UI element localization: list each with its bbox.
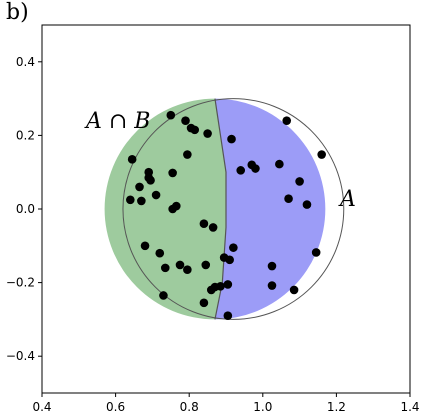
region-intersection [104,98,226,320]
y-tick-label: 0.4 [16,55,35,69]
data-point [137,196,146,206]
data-point [295,177,304,186]
panel-label: b) [6,0,29,25]
data-point [183,150,192,159]
data-point [208,223,218,232]
region-label-intersection: A ∩ B [84,109,150,134]
region-remainder [214,98,326,320]
data-point [225,255,234,265]
region-boundary [214,98,227,320]
data-point [183,265,192,275]
data-point [201,260,211,270]
y-tick-label: −0.2 [6,276,35,290]
data-point [229,243,238,252]
data-point [267,261,277,271]
region-label-a: A [338,187,356,212]
data-point [181,116,190,125]
data-point [166,110,176,120]
data-point [140,241,150,251]
data-point [159,291,168,300]
data-point [236,166,246,175]
data-point [302,200,312,209]
data-point [203,129,212,138]
data-point [206,285,216,295]
x-tick-label: 1.2 [327,400,346,414]
tick-layer: 0.4 0.6 0.8 1.0 1.2 1.4 0.4 0.2 0.0 −0.2 −0.4 [6,55,420,414]
x-tick-label: 1.4 [400,400,419,414]
x-tick-label: 0.8 [180,400,199,414]
data-point [284,194,293,203]
region-layer [104,98,345,320]
data-point [275,159,284,169]
y-tick-label: 0.2 [16,128,35,142]
data-point [126,195,135,205]
data-point [289,285,299,295]
y-tick-label: 0.0 [16,202,35,216]
data-point [317,150,326,159]
x-tick-label: 1.0 [253,400,272,414]
data-point [267,281,277,290]
data-point [282,116,292,125]
data-point [175,260,185,270]
data-point [199,298,209,308]
data-point [135,182,144,192]
x-tick-label: 0.4 [32,400,51,414]
data-point [190,125,200,135]
circle-outline [122,98,345,320]
data-point [127,155,137,164]
data-point [155,248,165,258]
data-point [199,219,209,229]
data-point [227,134,236,144]
y-tick-label: −0.4 [6,349,35,363]
data-point [223,280,233,289]
data-point [151,190,161,200]
data-point [168,168,177,178]
points-layer [126,110,326,321]
data-point [146,175,155,185]
data-point [168,204,177,214]
x-tick-label: 0.6 [106,400,125,414]
data-point [311,248,321,257]
data-point [223,311,233,321]
data-point [160,263,170,273]
data-point [251,164,260,173]
